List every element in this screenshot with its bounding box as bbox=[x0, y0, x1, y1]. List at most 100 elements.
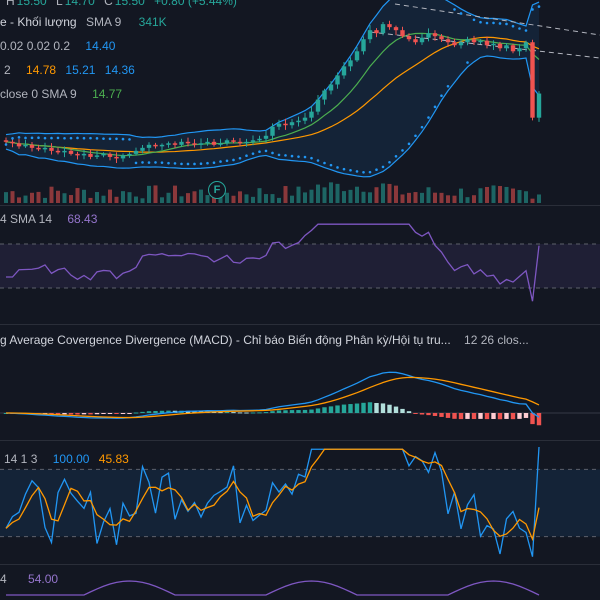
macd-histogram-bar bbox=[270, 411, 275, 413]
volume-bar bbox=[56, 190, 60, 203]
price-pane[interactable]: H 15.50 L 14.70 C 15.50 +0.80 (+5.44%) e - … bbox=[0, 0, 600, 205]
candle-body bbox=[276, 123, 282, 127]
pane-separator[interactable] bbox=[0, 205, 600, 206]
candle-body bbox=[172, 143, 178, 145]
candle-body bbox=[127, 153, 132, 156]
candle-body bbox=[510, 45, 516, 52]
bottom-indicator-line bbox=[6, 580, 540, 596]
rsi-pane[interactable]: 4 SMA 14 68.43 bbox=[0, 206, 600, 324]
sar-dot bbox=[284, 154, 287, 157]
candle-body bbox=[159, 144, 165, 147]
volume-bar bbox=[530, 198, 535, 203]
candle-body bbox=[367, 30, 373, 40]
candle-body bbox=[81, 153, 87, 156]
macd-histogram-bar bbox=[159, 410, 165, 413]
macd-histogram-bar bbox=[75, 413, 80, 415]
volume-bar bbox=[413, 192, 418, 203]
bb-params: 2 bbox=[4, 63, 11, 77]
ohlc-change: +0.80 (+5.44%) bbox=[154, 0, 237, 8]
candle-body bbox=[387, 24, 392, 28]
macd-histogram-bar bbox=[250, 412, 256, 414]
volume-bar bbox=[75, 188, 80, 203]
volume-bar bbox=[478, 188, 483, 203]
rsi-legend[interactable]: 4 SMA 14 68.43 bbox=[0, 212, 103, 226]
sar-dot bbox=[537, 5, 541, 8]
volume-bar bbox=[309, 189, 314, 203]
pane-separator[interactable] bbox=[0, 324, 600, 325]
volume-legend[interactable]: e - Khối lượng SMA 9 341K bbox=[0, 15, 173, 29]
macd-legend[interactable]: g Average Covergence Divergence (MACD) -… bbox=[0, 333, 535, 347]
sar-dot bbox=[394, 155, 398, 158]
volume-bar bbox=[342, 191, 346, 203]
volume-bar bbox=[251, 196, 255, 203]
sar-dot bbox=[238, 156, 242, 160]
volume-bar bbox=[114, 196, 119, 203]
macd-params: 12 26 clos... bbox=[464, 333, 529, 347]
candle-body bbox=[536, 93, 542, 118]
macd-title: g Average Covergence Divergence (MACD) -… bbox=[0, 333, 451, 347]
candle-body bbox=[88, 153, 93, 157]
volume-bar bbox=[394, 185, 398, 203]
sar-dot bbox=[245, 154, 248, 157]
volume-bar bbox=[179, 196, 184, 203]
macd-histogram-bar bbox=[354, 403, 360, 413]
rsi-band-fill bbox=[0, 244, 600, 288]
candle-body bbox=[497, 43, 503, 49]
sar-dot bbox=[76, 136, 79, 140]
volume-bar bbox=[134, 196, 138, 203]
macd-histogram-bar bbox=[120, 413, 126, 414]
volume-bar bbox=[147, 185, 151, 203]
volume-bar bbox=[121, 191, 125, 203]
ma-params: close 0 SMA 9 bbox=[0, 87, 77, 101]
volume-bar bbox=[49, 186, 54, 203]
bottom-indicator-pane[interactable]: 4 54.00 bbox=[0, 565, 600, 600]
candle-body bbox=[471, 39, 477, 43]
sar-value: 14.40 bbox=[85, 39, 116, 53]
bb-basis-value: 14.78 bbox=[26, 63, 57, 77]
candle-body bbox=[198, 143, 204, 145]
volume-bar bbox=[485, 186, 489, 203]
sar-dot bbox=[258, 150, 261, 153]
macd-histogram-bar bbox=[263, 412, 269, 414]
bollinger-band-fill bbox=[6, 0, 539, 177]
candle-body bbox=[458, 42, 464, 46]
macd-histogram-bar bbox=[315, 408, 321, 413]
sar-dot bbox=[102, 137, 105, 140]
bottom-legend[interactable]: 4 54.00 bbox=[0, 572, 64, 586]
pane-separator[interactable] bbox=[0, 440, 600, 441]
volume-bar bbox=[69, 195, 73, 203]
candle-body bbox=[224, 140, 230, 144]
macd-histogram-bar bbox=[413, 413, 418, 414]
macd-histogram-bar bbox=[374, 403, 379, 413]
volume-bar bbox=[238, 191, 242, 203]
stoch-pane[interactable]: 14 1 3 100.00 45.83 bbox=[0, 441, 600, 564]
volume-bar bbox=[62, 193, 67, 203]
volume-bar bbox=[166, 192, 171, 203]
candle-body bbox=[244, 141, 249, 144]
bb-legend[interactable]: 2 14.78 15.21 14.36 bbox=[0, 63, 141, 77]
volume-bar bbox=[231, 195, 236, 203]
stoch-legend[interactable]: 14 1 3 100.00 45.83 bbox=[0, 452, 135, 466]
earnings-flag-icon[interactable]: F bbox=[208, 181, 226, 199]
sar-dot bbox=[505, 22, 508, 26]
sar-dot bbox=[336, 166, 339, 169]
candle-body bbox=[504, 45, 509, 49]
macd-pane[interactable]: g Average Covergence Divergence (MACD) -… bbox=[0, 325, 600, 440]
volume-bar bbox=[257, 188, 262, 203]
volume-bar bbox=[290, 195, 294, 203]
stoch-params: 14 1 3 bbox=[4, 452, 38, 466]
sar-legend[interactable]: 0.02 0.02 0.2 14.40 bbox=[0, 39, 121, 53]
macd-line bbox=[5, 371, 540, 419]
candle-body bbox=[374, 30, 379, 34]
ohlc-high-value: 15.50 bbox=[16, 0, 47, 8]
macd-histogram-bar bbox=[192, 411, 197, 413]
volume-bar bbox=[316, 184, 320, 203]
volume-bar bbox=[244, 194, 249, 203]
candle-body bbox=[302, 117, 308, 121]
volume-bar bbox=[452, 195, 457, 203]
pane-separator[interactable] bbox=[0, 564, 600, 565]
candle-body bbox=[55, 150, 61, 153]
volume-bar bbox=[420, 192, 424, 203]
sar-dot bbox=[167, 161, 170, 165]
ma-legend[interactable]: close 0 SMA 9 14.77 bbox=[0, 87, 128, 101]
